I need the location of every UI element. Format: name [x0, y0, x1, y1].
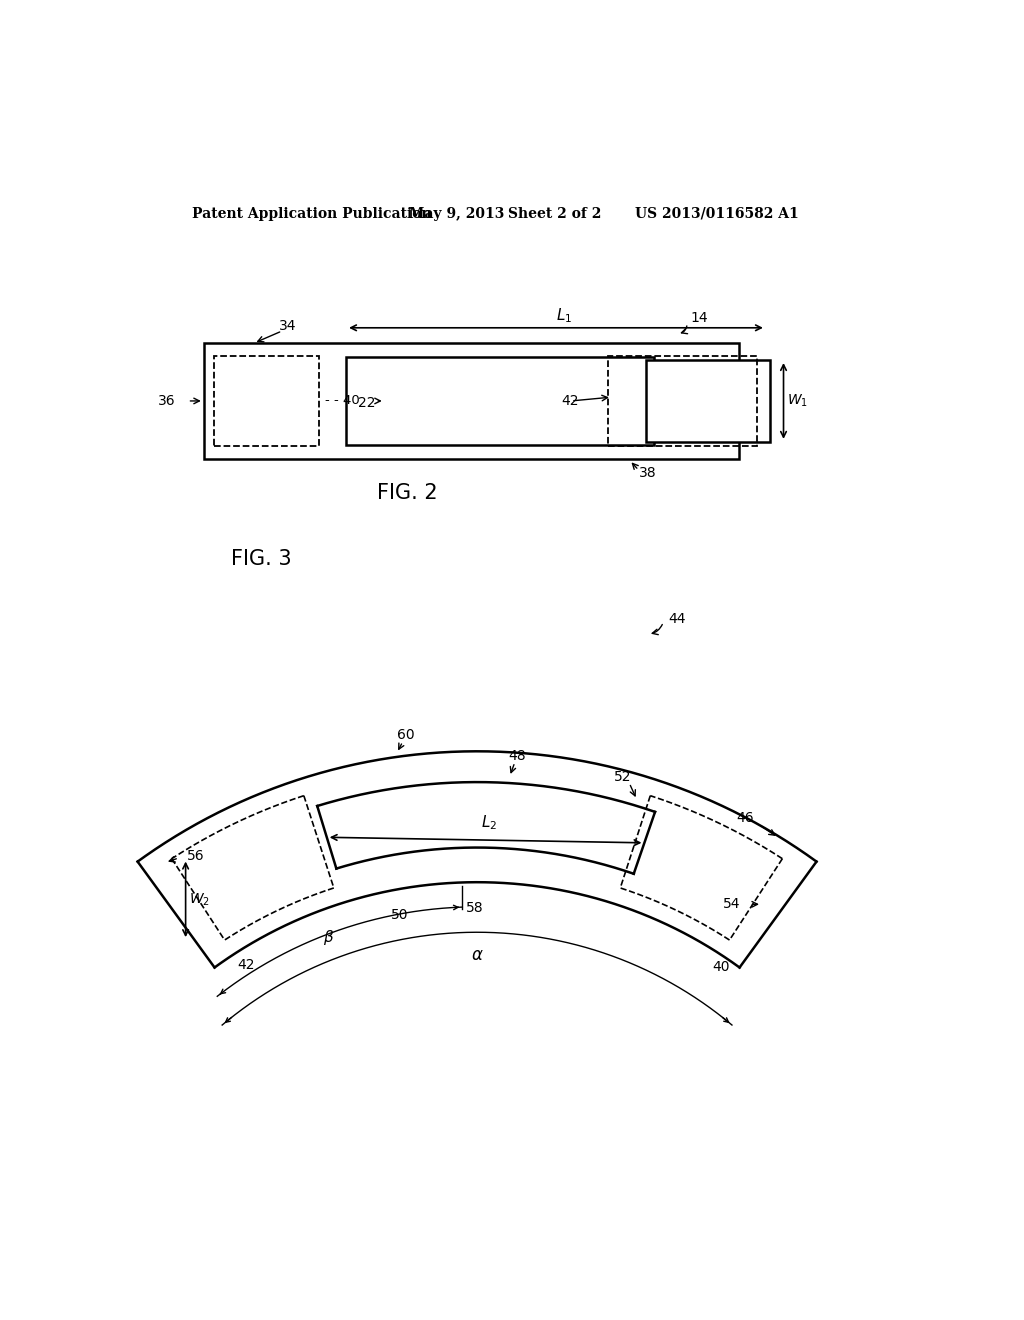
Text: FIG. 3: FIG. 3 [230, 549, 291, 569]
Text: 56: 56 [186, 849, 205, 863]
Text: May 9, 2013: May 9, 2013 [410, 207, 505, 220]
Text: $\beta$: $\beta$ [324, 928, 335, 946]
Text: 48: 48 [508, 748, 526, 763]
Bar [608, 355, 758, 446]
Text: $L_1$: $L_1$ [556, 306, 571, 325]
Text: 34: 34 [280, 319, 297, 333]
Text: $W_2$: $W_2$ [189, 891, 210, 908]
Text: 46: 46 [736, 812, 754, 825]
Text: 14: 14 [690, 310, 708, 325]
Text: 36: 36 [158, 393, 175, 408]
Text: 42: 42 [562, 393, 580, 408]
Text: 50: 50 [391, 908, 409, 921]
Text: $L_2$: $L_2$ [481, 813, 498, 833]
Text: 58: 58 [466, 900, 483, 915]
Bar [214, 355, 319, 446]
Bar [346, 358, 654, 445]
Text: 40: 40 [713, 960, 730, 974]
Text: 54: 54 [723, 898, 740, 911]
Text: - - 40: - - 40 [326, 395, 360, 408]
Text: 42: 42 [238, 958, 255, 973]
Text: Patent Application Publication: Patent Application Publication [193, 207, 432, 220]
Text: US 2013/0116582 A1: US 2013/0116582 A1 [635, 207, 799, 220]
Text: FIG. 2: FIG. 2 [378, 483, 438, 503]
Text: 60: 60 [397, 729, 415, 742]
Text: Sheet 2 of 2: Sheet 2 of 2 [508, 207, 601, 220]
Bar [204, 343, 739, 459]
Text: $\alpha$: $\alpha$ [471, 946, 483, 964]
Text: 52: 52 [614, 770, 632, 784]
Text: $W_1$: $W_1$ [787, 393, 808, 409]
Bar [646, 360, 770, 442]
Text: 22: 22 [357, 396, 375, 411]
Text: 44: 44 [668, 612, 685, 626]
Text: 38: 38 [639, 466, 656, 479]
